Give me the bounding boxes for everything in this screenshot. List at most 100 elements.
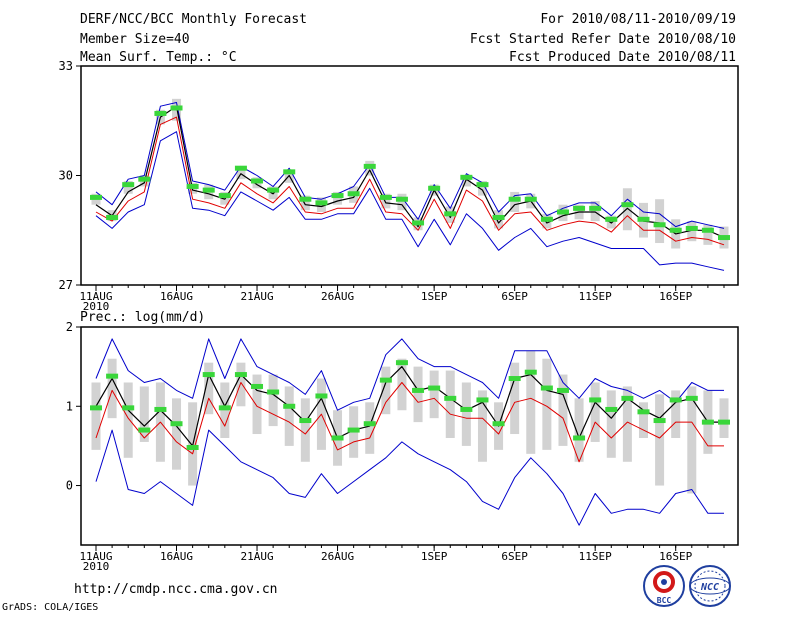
median-marker (718, 235, 730, 241)
ensemble-box (542, 358, 552, 450)
median-marker (669, 397, 682, 403)
median-marker (508, 376, 521, 382)
footer-url[interactable]: http://cmdp.ncc.cma.gov.cn (74, 582, 278, 597)
lower-band-line (95, 382, 724, 463)
ensemble-box (365, 402, 375, 454)
ensemble-box (622, 188, 632, 231)
y-tick-label: 0 (66, 479, 73, 493)
forecast-period: For 2010/08/11-2010/09/19 (540, 12, 736, 27)
median-marker (460, 406, 473, 412)
median-marker (589, 205, 602, 211)
median-marker (251, 383, 264, 389)
median-marker (170, 421, 183, 427)
x-tick-label: 16AUG (160, 550, 193, 563)
ensemble-box (397, 358, 407, 411)
median-marker (685, 225, 698, 231)
median-marker (395, 360, 408, 366)
ensemble-box (381, 193, 391, 209)
median-marker (379, 377, 392, 383)
x-tick-label: 16AUG (160, 290, 193, 303)
forecast-started-date: Fcst Started Refer Date 2010/08/10 (469, 32, 736, 47)
median-marker (331, 193, 344, 199)
max-envelope-line (95, 338, 724, 411)
median-marker (251, 178, 264, 184)
median-marker (122, 182, 135, 188)
ensemble-box (622, 386, 632, 462)
precipitation-chart: 0 1 2 11AUG 16AUG 21AUG 26AUG 1SEP 6SEP 11SEP 16SE… (66, 320, 739, 573)
median-marker (267, 389, 280, 395)
median-marker (170, 105, 183, 111)
x-tick-label: 26AUG (321, 550, 354, 563)
median-marker (218, 405, 231, 411)
ensemble-box (300, 195, 310, 211)
ensemble-box (91, 382, 101, 450)
ensemble-box (461, 175, 471, 187)
median-marker (460, 174, 473, 180)
x-tick-label: 6SEP (501, 290, 528, 303)
ensemble-box (638, 402, 648, 438)
member-size: Member Size=40 (80, 32, 190, 47)
forecast-produced-date: Fcst Produced Date 2010/08/11 (509, 50, 736, 65)
ensemble-box (526, 350, 536, 454)
ensemble-box (252, 374, 262, 435)
ncc-logo-text: NCC (700, 582, 719, 593)
chart-title: DERF/NCC/BCC Monthly Forecast (80, 12, 307, 27)
ensemble-box (590, 382, 600, 442)
ensemble-box (606, 215, 616, 229)
median-marker (653, 418, 666, 424)
ensemble-box (107, 358, 117, 419)
median-marker (234, 165, 247, 171)
ensemble-box (574, 398, 584, 462)
ensemble-box (236, 166, 246, 180)
median-marker (90, 405, 102, 411)
median-marker (476, 397, 489, 403)
median-marker (540, 216, 553, 222)
x-tick-label: 11AUG (79, 550, 112, 563)
ensemble-box (606, 390, 616, 458)
ensemble-box (333, 191, 343, 205)
ensemble-box (139, 386, 149, 442)
y-tick-label: 2 (66, 320, 73, 334)
max-envelope-line (95, 102, 725, 229)
y-tick-label: 1 (66, 399, 73, 413)
bcc-logo: BCC (643, 565, 685, 607)
median-marker (573, 435, 586, 441)
x-tick-label: 21AUG (240, 290, 273, 303)
median-marker (267, 187, 280, 193)
median-marker (621, 395, 634, 401)
median-marker (556, 387, 569, 393)
x-tick-label: 16SEP (659, 290, 692, 303)
median-marker (186, 183, 199, 189)
median-marker (701, 227, 714, 233)
ensemble-box (671, 390, 681, 438)
median-marker (138, 427, 151, 433)
ensemble-box (300, 398, 310, 462)
median-marker (685, 395, 698, 401)
ensemble-box (461, 382, 471, 446)
bcc-logo-text: BCC (657, 596, 672, 605)
x-tick-label: 11SEP (579, 290, 612, 303)
median-marker (138, 176, 151, 182)
ensemble-box (397, 193, 407, 211)
median-marker (428, 185, 441, 191)
ensemble-box (719, 398, 729, 438)
median-marker (395, 196, 408, 202)
ensemble-box (445, 370, 455, 438)
ensemble-box (687, 386, 697, 494)
median-marker (186, 444, 199, 450)
ensemble-box (558, 374, 568, 446)
median-marker (299, 196, 312, 202)
ensemble-box (590, 201, 600, 222)
x-tick-label: 26AUG (321, 290, 354, 303)
median-marker (122, 405, 135, 411)
ensemble-box (236, 362, 246, 407)
median-marker (492, 421, 505, 427)
precip-variable-label: Prec.: log(mm/d) (80, 310, 206, 325)
ensemble-box (655, 199, 665, 244)
median-marker (379, 194, 392, 200)
median-marker (637, 409, 650, 415)
median-marker (637, 216, 650, 222)
ensemble-box (172, 398, 182, 470)
median-marker (621, 202, 634, 208)
ensemble-box (429, 370, 439, 419)
